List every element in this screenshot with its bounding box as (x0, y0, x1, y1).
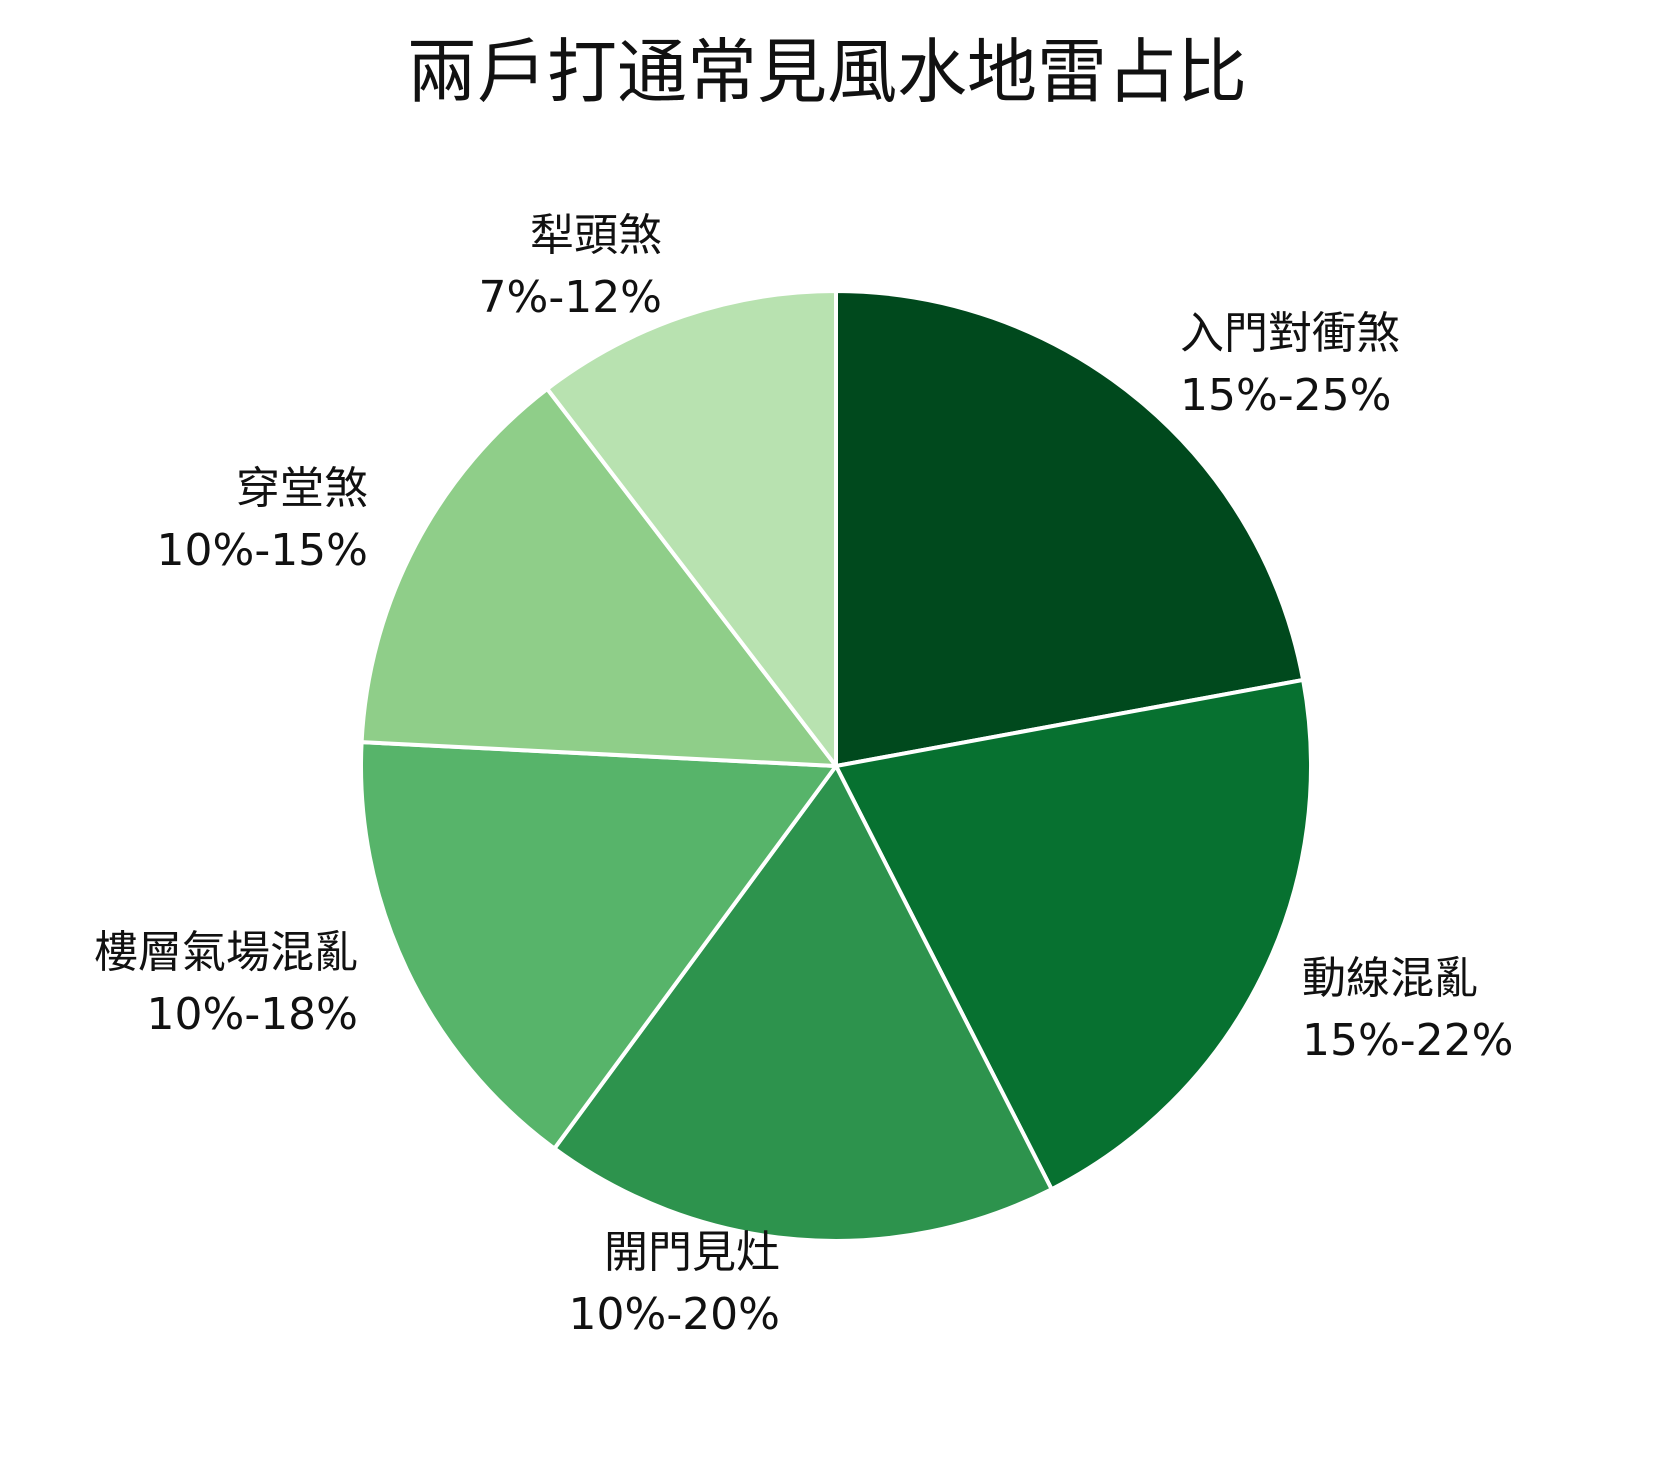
pie-labels: 入門對衝煞 15%-25% 動線混亂 15%-22% 開門見灶 10%-20% 樓層氣場混亂… (94, 210, 1513, 1340)
chart-title: 兩戶打通常見風水地雷占比 (407, 31, 1247, 113)
pie-slice (545, 289, 838, 768)
pie-slice (834, 677, 1313, 1192)
slice-label-range: 10%-20% (569, 1289, 780, 1340)
slice-label-name: 動線混亂 (1302, 953, 1478, 1004)
pie-slice (834, 289, 1306, 768)
slice-label-range: 15%-25% (1180, 370, 1391, 421)
slice-label-range: 7%-12% (479, 272, 662, 323)
slice-label-name: 入門對衝煞 (1180, 308, 1400, 359)
slice-label-range: 10%-18% (147, 989, 358, 1040)
pie-slices (359, 289, 1313, 1243)
pie-slice (552, 764, 1054, 1243)
slice-label-name: 樓層氣場混亂 (94, 927, 358, 978)
slice-label-name: 犁頭煞 (530, 210, 662, 261)
slice-label-name: 開門見灶 (604, 1227, 780, 1278)
slice-label-range: 15%-22% (1302, 1015, 1513, 1066)
slice-label-range: 10%-15% (157, 525, 368, 576)
pie-slice (359, 740, 838, 1151)
slice-label-name: 穿堂煞 (236, 463, 368, 514)
pie-slice (359, 386, 838, 768)
